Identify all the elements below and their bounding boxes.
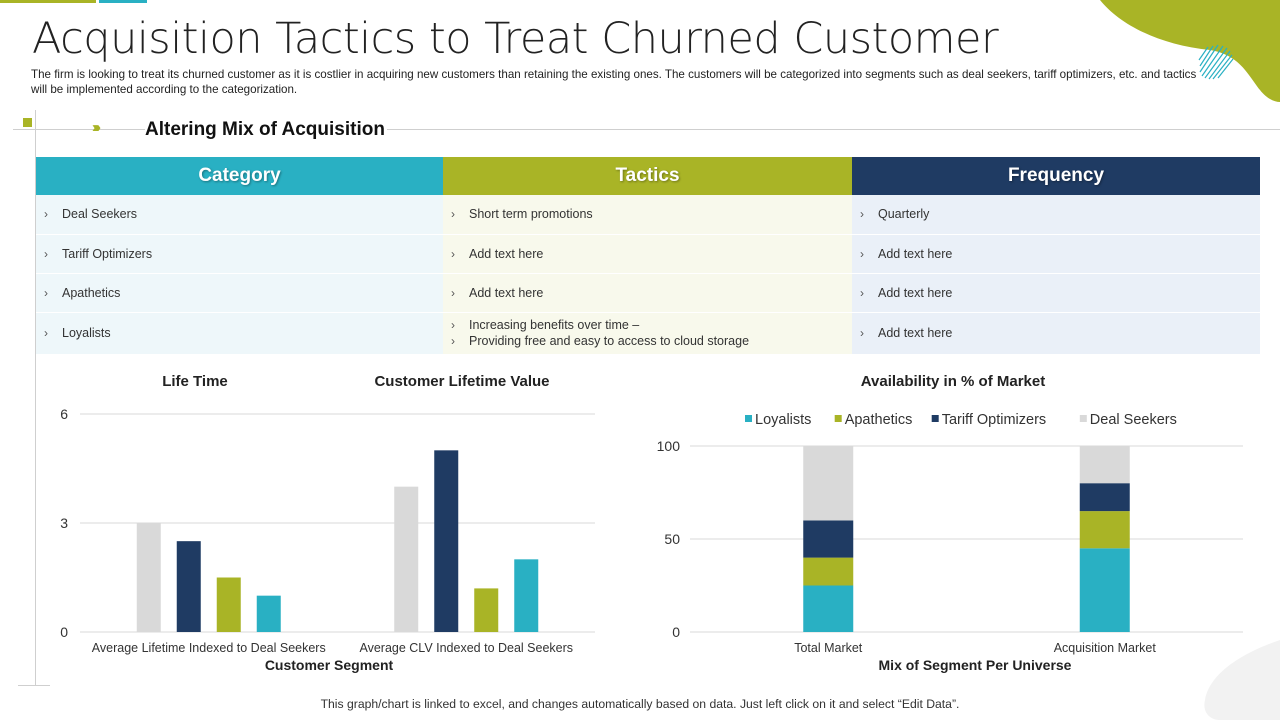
bottom-left-tick xyxy=(18,685,50,686)
top-accent-bar-teal xyxy=(99,0,147,3)
footnote: This graph/chart is linked to excel, and… xyxy=(320,697,960,711)
chevron-right-icon: › xyxy=(44,207,48,222)
tactics-cell: › Add text here xyxy=(443,234,852,274)
stacked-bar-deal-seekers xyxy=(1079,446,1130,484)
corner-blob-decoration xyxy=(1100,0,1280,102)
category-cell: › Deal Seekers xyxy=(36,195,443,235)
bar-apathetics xyxy=(474,588,499,632)
x-category-label: Average Lifetime Indexed to Deal Seekers xyxy=(92,641,326,655)
stacked-bar-loyalists xyxy=(1079,548,1130,632)
section-divider xyxy=(13,129,1280,130)
tactics-cell: › Add text here xyxy=(443,273,852,313)
chart-title-life-time: Life Time xyxy=(162,373,228,390)
x-category-label: Acquisition Market xyxy=(1054,641,1157,655)
stacked-bar-tariff-optimizers xyxy=(1079,483,1130,512)
header-frequency: Frequency xyxy=(852,157,1260,195)
legend-swatch xyxy=(745,415,752,422)
chart-title-clv: Customer Lifetime Value xyxy=(374,373,549,390)
chevron-right-icon: › xyxy=(860,285,864,300)
chart-title-availability: Availability in % of Market xyxy=(861,373,1046,390)
frequency-cell: › Add text here xyxy=(852,234,1260,274)
page-subtitle: The firm is looking to treat its churned… xyxy=(31,68,1197,96)
corner-shape-decoration xyxy=(1204,640,1280,720)
bar-apathetics xyxy=(216,577,241,632)
chevron-right-icon: › xyxy=(451,246,455,261)
chevrons-icon: ››››› xyxy=(92,119,101,136)
y-tick-label: 50 xyxy=(664,531,680,547)
bar-tariff-optimizers xyxy=(176,541,201,632)
chevron-right-icon: › xyxy=(451,334,455,348)
page-title: Acquisition Tactics to Treat Churned Cus… xyxy=(32,14,999,64)
y-tick-label: 0 xyxy=(672,624,680,640)
table-row: › Loyalists › Increasing benefits over tim… xyxy=(36,312,1260,355)
legend-swatch xyxy=(1079,415,1087,422)
hatched-circle-decoration xyxy=(1198,44,1234,80)
stacked-bar-apathetics xyxy=(1079,511,1130,549)
header-category: Category xyxy=(36,157,443,195)
y-tick-label: 100 xyxy=(657,438,681,454)
y-tick-label: 6 xyxy=(60,406,68,422)
chevron-right-icon: › xyxy=(451,285,455,300)
header-tactics: Tactics xyxy=(443,157,852,195)
chevron-right-icon: › xyxy=(860,326,864,340)
section-title: Altering Mix of Acquisition xyxy=(145,119,387,141)
tactics-cell: › Short term promotions xyxy=(443,195,852,235)
table-row: › Deal Seekers › Short term promotions › Qu… xyxy=(36,195,1260,235)
chart-x-axis-title: Customer Segment xyxy=(265,657,394,673)
x-category-label: Average CLV Indexed to Deal Seekers xyxy=(359,641,573,655)
left-vertical-rule xyxy=(35,110,36,686)
bar-deal-seekers xyxy=(394,486,419,632)
legend-label: Loyalists xyxy=(755,412,811,428)
bar-deal-seekers xyxy=(136,523,161,632)
tactics-table: Category Tactics Frequency › Deal Seekers… xyxy=(36,157,1260,355)
top-accent-bar-olive xyxy=(0,0,96,3)
legend-swatch xyxy=(834,415,842,422)
chevron-right-icon: › xyxy=(451,318,455,332)
legend-swatch xyxy=(931,415,939,422)
category-cell: › Tariff Optimizers xyxy=(36,234,443,274)
chevron-right-icon: › xyxy=(860,207,864,222)
lifetime-clv-chart: Life Time Customer Lifetime Value 0 3 6 Ave… xyxy=(60,373,595,673)
stacked-bar-loyalists xyxy=(803,585,854,632)
frequency-cell: › Add text here xyxy=(852,312,1260,355)
x-category-label: Total Market xyxy=(794,641,863,655)
legend-label: Apathetics xyxy=(845,412,913,428)
chevron-right-icon: › xyxy=(860,246,864,261)
table-header-row: Category Tactics Frequency xyxy=(36,157,1260,195)
section-square-marker xyxy=(23,118,32,127)
frequency-cell: › Quarterly xyxy=(852,195,1260,235)
chevron-right-icon: › xyxy=(44,246,48,261)
stacked-bar-deal-seekers xyxy=(803,446,854,521)
table-row: › Tariff Optimizers › Add text here › Add t… xyxy=(36,234,1260,274)
bar-loyalists xyxy=(256,595,281,632)
chart-x-axis-title: Mix of Segment Per Universe xyxy=(879,657,1072,673)
chevron-right-icon: › xyxy=(44,326,48,340)
legend-label: Deal Seekers xyxy=(1090,412,1177,428)
legend-label: Tariff Optimizers xyxy=(942,412,1046,428)
bar-loyalists xyxy=(514,559,539,632)
category-cell: › Loyalists xyxy=(36,312,443,355)
frequency-cell: › Add text here xyxy=(852,273,1260,313)
chevron-right-icon: › xyxy=(44,285,48,300)
bar-tariff-optimizers xyxy=(434,450,459,632)
chevron-right-icon: › xyxy=(451,207,455,222)
tactics-cell: › Increasing benefits over time – › Provid… xyxy=(443,312,852,355)
category-cell: › Apathetics xyxy=(36,273,443,313)
y-tick-label: 3 xyxy=(60,515,68,531)
y-tick-label: 0 xyxy=(60,624,68,640)
table-row: › Apathetics › Add text here › Add text her… xyxy=(36,273,1260,313)
stacked-bar-apathetics xyxy=(803,557,854,586)
stacked-bar-tariff-optimizers xyxy=(803,520,854,558)
